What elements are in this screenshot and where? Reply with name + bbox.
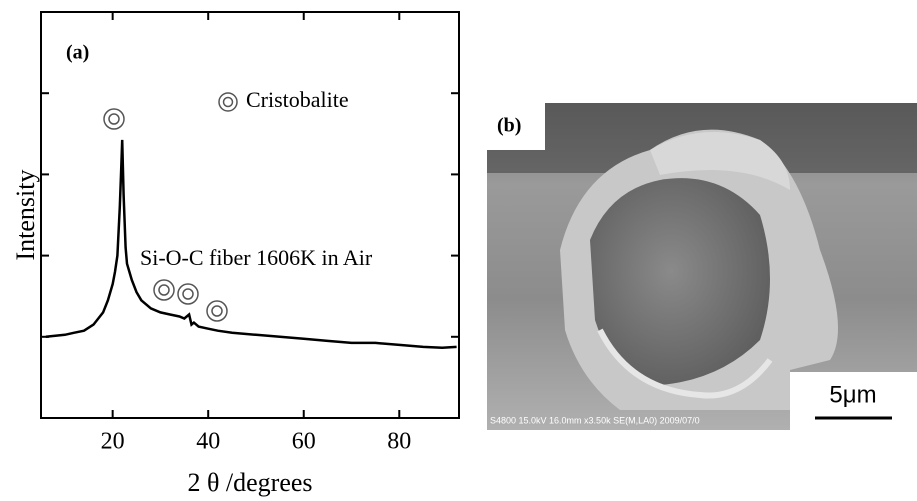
data-line xyxy=(46,140,457,348)
legend-text: Cristobalite xyxy=(246,87,349,112)
scale-bar-label: 5μm xyxy=(829,381,876,408)
x-tick-label: 40 xyxy=(196,429,220,455)
figure: (b) 5μm S4800 15.0kV 16.0mm x3.50k SE(M,… xyxy=(0,0,917,501)
x-tick-label: 20 xyxy=(101,429,125,455)
annotation: Si-O-C fiber 1606K in Air xyxy=(140,245,373,270)
panel-label: (b) xyxy=(497,115,521,137)
x-tick-label: 60 xyxy=(292,429,316,455)
y-axis-title: Intensity xyxy=(11,170,40,261)
x-tick-label: 80 xyxy=(387,429,411,455)
page: {"chart_data": {"type": "line", "panel_l… xyxy=(0,0,917,501)
plot-frame xyxy=(41,12,459,418)
x-axis-title: 2 θ /degrees xyxy=(187,468,312,497)
info-strip: S4800 15.0kV 16.0mm x3.50k SE(M,LA0) 200… xyxy=(490,415,700,425)
panel-label: (a) xyxy=(66,42,89,64)
